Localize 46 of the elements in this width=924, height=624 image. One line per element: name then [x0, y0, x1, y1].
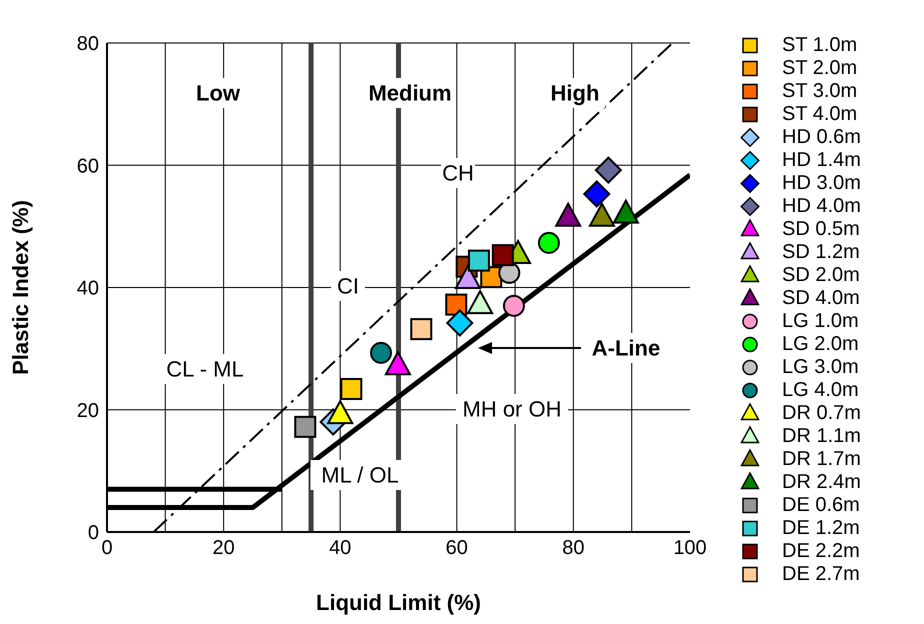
- annotation: High: [550, 80, 600, 106]
- legend-label: SD 1.2m: [782, 241, 860, 264]
- y-tick-label: 40: [76, 278, 99, 300]
- annotation: CH: [442, 160, 474, 186]
- legend-label: LG 1.0m: [782, 310, 859, 333]
- annotation: ML / OL: [321, 462, 399, 488]
- y-tick-label: 20: [76, 400, 99, 422]
- legend-label: ST 3.0m: [782, 80, 858, 103]
- legend-label: DR 2.4m: [782, 471, 861, 494]
- legend-label: HD 0.6m: [782, 126, 861, 149]
- y-tick-label: 0: [88, 522, 99, 544]
- x-tick-label: 100: [673, 537, 707, 560]
- legend-label: DE 2.7m: [782, 563, 860, 586]
- x-tick-label: 20: [212, 537, 235, 560]
- x-tick-label: 40: [329, 537, 352, 560]
- annotation: MH or OH: [462, 396, 562, 422]
- annotation: Medium: [368, 80, 452, 106]
- legend-label: HD 4.0m: [782, 195, 861, 218]
- legend-label: LG 4.0m: [782, 379, 859, 402]
- legend-label: SD 0.5m: [782, 218, 860, 241]
- legend-label: SD 4.0m: [782, 287, 860, 310]
- x-tick-label: 0: [101, 537, 113, 560]
- annotation: A-Line: [592, 336, 660, 360]
- legend-label: HD 1.4m: [782, 149, 861, 172]
- legend-label: ST 2.0m: [782, 57, 858, 80]
- annotation: Low: [196, 80, 241, 106]
- legend-label: SD 2.0m: [782, 264, 860, 287]
- x-axis-title: Liquid Limit (%): [316, 590, 481, 615]
- y-tick-label: 80: [76, 33, 99, 56]
- legend-label: HD 3.0m: [782, 172, 861, 195]
- legend-label: DE 0.6m: [782, 494, 860, 517]
- legend-label: ST 4.0m: [782, 103, 858, 126]
- annotation: CI: [337, 274, 359, 298]
- x-tick-label: 60: [446, 537, 468, 560]
- legend-label: DE 2.2m: [782, 540, 860, 563]
- legend-label: DE 1.2m: [782, 517, 860, 540]
- x-tick-label: 80: [562, 537, 585, 560]
- y-tick-label: 60: [76, 155, 99, 178]
- legend-label: LG 3.0m: [782, 356, 859, 379]
- y-axis-title: Plastic Index (%): [8, 200, 33, 375]
- legend-label: DR 0.7m: [782, 402, 861, 425]
- legend-label: LG 2.0m: [782, 333, 859, 356]
- legend-label: ST 1.0m: [782, 34, 858, 57]
- annotation: CL - ML: [166, 356, 244, 382]
- legend-label: DR 1.7m: [782, 448, 861, 471]
- legend-label: DR 1.1m: [782, 425, 861, 448]
